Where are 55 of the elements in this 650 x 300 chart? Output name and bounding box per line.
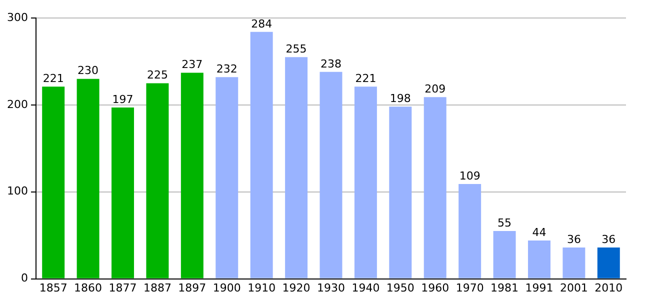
- x-tick-label: 1960: [421, 281, 450, 294]
- data-label: 221: [355, 72, 376, 86]
- x-tick-label: 1877: [108, 281, 137, 294]
- bar: [493, 230, 516, 278]
- bar: [250, 32, 273, 278]
- x-tick-label: 2010: [594, 281, 623, 294]
- bar: [76, 78, 100, 278]
- bar: [42, 86, 65, 278]
- bar: [285, 57, 308, 278]
- data-label: 238: [320, 57, 342, 70]
- bar: [320, 72, 342, 278]
- x-tick-label: 1900: [212, 281, 241, 294]
- x-tick-label: 1857: [39, 281, 68, 294]
- x-tick-label: 1930: [317, 281, 345, 294]
- x-tick-label: 1991: [525, 281, 554, 294]
- x-tick-label: 1860: [74, 281, 102, 294]
- x-tick-label: 1887: [143, 281, 172, 294]
- data-label: 225: [146, 68, 168, 82]
- bar: [458, 184, 482, 278]
- bar: [146, 83, 169, 278]
- data-label: 55: [498, 216, 512, 230]
- y-tick-label: 200: [6, 98, 28, 111]
- data-label: 36: [602, 232, 616, 246]
- bar: [562, 248, 586, 278]
- data-label: 255: [286, 42, 307, 56]
- x-tick-label: 1940: [352, 281, 380, 294]
- y-tick-label: 100: [6, 184, 28, 198]
- bar: [112, 108, 134, 278]
- data-label: 36: [566, 232, 581, 246]
- x-tick-label: 1981: [490, 281, 519, 294]
- bar: [354, 86, 377, 278]
- y-tick-label: 300: [6, 10, 28, 24]
- data-label: 232: [216, 62, 238, 76]
- x-tick-label: 1897: [178, 281, 206, 294]
- x-tick-label: 1910: [248, 281, 276, 294]
- x-tick-label: 1970: [456, 281, 484, 294]
- data-label: 198: [390, 92, 411, 106]
- data-label: 221: [42, 72, 64, 86]
- y-tick-label: 0: [20, 272, 28, 285]
- bar: [424, 97, 446, 278]
- bar: [180, 72, 204, 278]
- x-tick-label: 2001: [560, 281, 588, 294]
- data-label: 197: [112, 92, 134, 106]
- x-tick-label: 1920: [282, 281, 310, 294]
- bar: [597, 248, 620, 278]
- x-tick-label: 1950: [386, 281, 414, 294]
- data-label: 44: [532, 226, 546, 239]
- data-label: 209: [424, 82, 446, 96]
- bar: [389, 106, 412, 278]
- data-label: 237: [182, 58, 203, 72]
- bar: [216, 77, 238, 278]
- data-label: 284: [251, 17, 272, 30]
- data-label: 230: [78, 64, 99, 78]
- data-label: 109: [459, 169, 480, 182]
- bar: [528, 240, 550, 278]
